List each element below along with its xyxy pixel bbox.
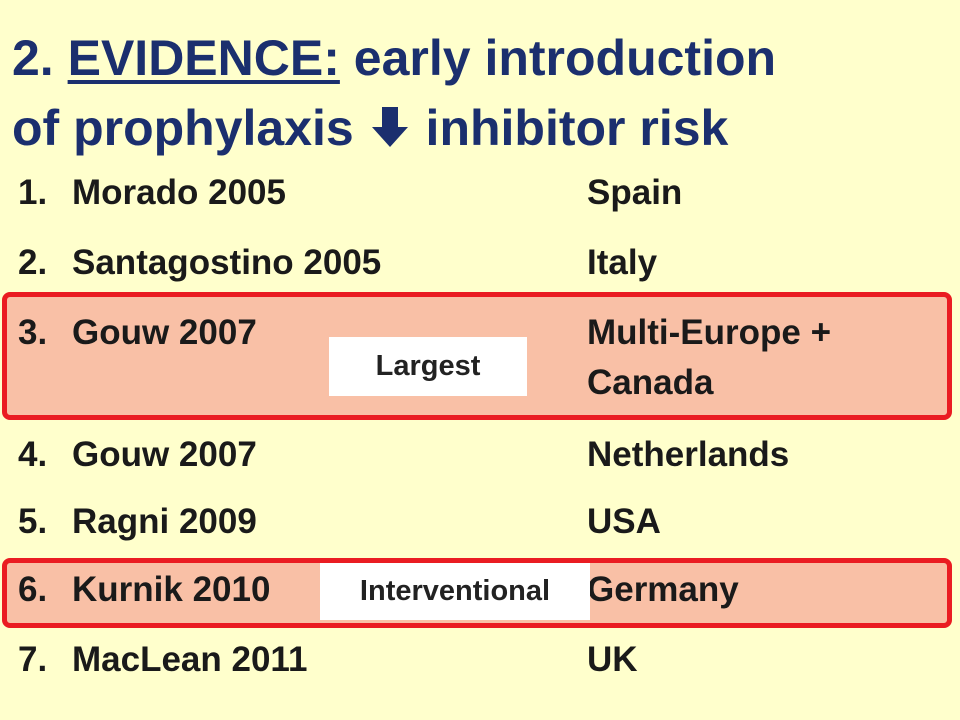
study-country: Multi-Europe + Canada (587, 313, 832, 402)
study-country: Germany (587, 570, 739, 609)
study-country: UK (587, 640, 638, 679)
study-number: 3. (18, 313, 48, 352)
title-keyword: EVIDENCE: (67, 30, 340, 86)
study-name: Santagostino 2005 (72, 243, 382, 282)
study-number: 1. (18, 173, 48, 212)
title-text: early introduction (353, 30, 777, 86)
study-number: 4. (18, 435, 48, 474)
study-number: 6. (18, 570, 48, 609)
highlight-box (2, 292, 952, 420)
study-name: Gouw 2007 (72, 435, 257, 474)
study-country: USA (587, 502, 661, 541)
down-arrow-icon (371, 107, 408, 147)
study-name: MacLean 2011 (72, 640, 308, 679)
study-number: 7. (18, 640, 48, 679)
study-number: 5. (18, 502, 48, 541)
title-text: of prophylaxis (12, 100, 354, 156)
title-line-1: 2. EVIDENCE: early introduction (12, 28, 776, 88)
study-country: Spain (587, 173, 683, 212)
study-name: Gouw 2007 (72, 313, 257, 352)
study-number: 2. (18, 243, 48, 282)
study-name: Ragni 2009 (72, 502, 257, 541)
study-name: Morado 2005 (72, 173, 286, 212)
study-badge: Interventional (320, 563, 590, 620)
title-number: 2. (12, 30, 54, 86)
title-text: inhibitor risk (425, 100, 729, 156)
title-line-2: of prophylaxis inhibitor risk (12, 98, 728, 158)
study-name: Kurnik 2010 (72, 570, 271, 609)
study-country: Italy (587, 243, 658, 282)
study-country: Netherlands (587, 435, 790, 474)
study-badge: Largest (329, 337, 527, 396)
